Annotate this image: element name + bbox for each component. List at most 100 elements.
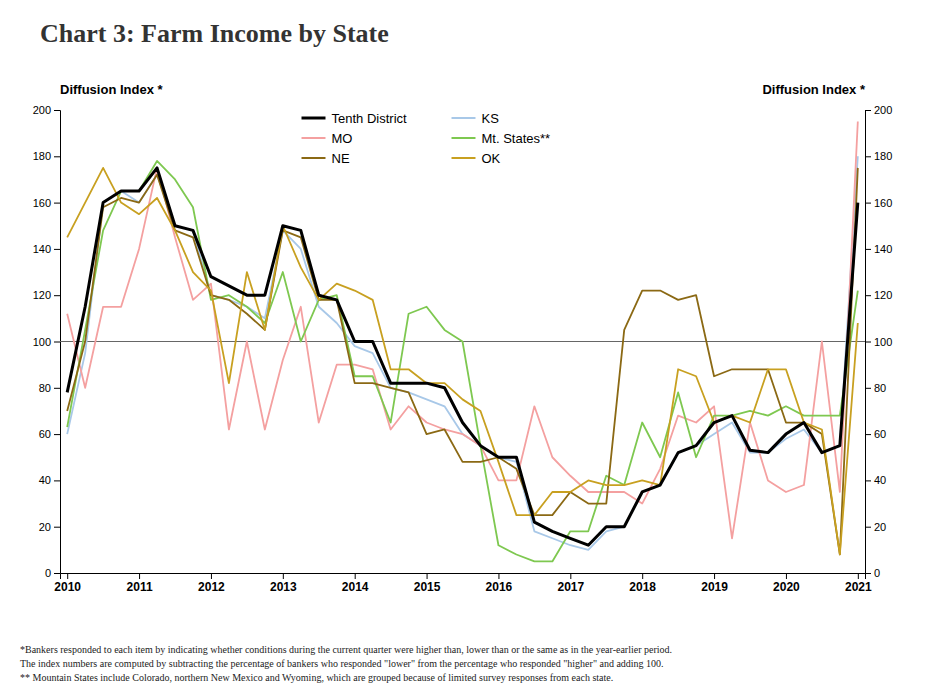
legend-label: MO <box>332 131 353 146</box>
x-axis-tick: 2014 <box>342 573 369 594</box>
x-axis-tick-label: 2010 <box>54 580 81 594</box>
y2-axis-tick-mark <box>865 249 871 250</box>
y-axis-tick-label: 40 <box>39 474 51 486</box>
footnote: ** Mountain States include Colorado, nor… <box>20 672 613 683</box>
y2-axis-tick-label: 60 <box>874 428 886 440</box>
y2-axis-tick-label: 80 <box>874 382 886 394</box>
y2-axis-tick: 60 <box>865 428 886 440</box>
y2-axis-tick: 160 <box>865 197 892 209</box>
y2-axis-tick-label: 140 <box>874 243 892 255</box>
footnote: The index numbers are computed by subtra… <box>20 658 664 669</box>
y2-axis-tick-mark <box>865 295 871 296</box>
legend-item: MO <box>302 131 353 146</box>
y-axis: 0 20 40 60 80 100 120 140 160 180 200 <box>33 104 61 579</box>
y-axis-label: Diffusion Index * <box>60 82 164 97</box>
y2-axis-tick-mark <box>865 203 871 204</box>
y-axis-tick-label: 160 <box>33 197 51 209</box>
x-axis-tick: 2011 <box>127 573 153 594</box>
legend-label: NE <box>332 151 350 166</box>
y2-axis-tick: 20 <box>865 521 886 533</box>
x-axis-tick-mark <box>714 573 715 579</box>
y-axis-tick-mark <box>54 388 60 389</box>
y2-axis-tick-label: 0 <box>874 567 880 579</box>
x-axis-tick-label: 2011 <box>127 580 153 594</box>
x-axis-tick-mark <box>498 573 499 579</box>
legend-item: Tenth District <box>302 111 408 126</box>
series-line <box>67 168 858 555</box>
y-axis-tick: 140 <box>33 243 60 255</box>
y-axis-tick-label: 100 <box>33 336 51 348</box>
y-axis-tick-mark <box>54 527 60 528</box>
y2-axis-tick: 200 <box>865 104 892 116</box>
y-axis-tick-label: 180 <box>33 150 51 162</box>
legend-swatch <box>452 137 476 139</box>
x-axis-line <box>61 574 866 580</box>
x-axis-tick-label: 2017 <box>557 580 584 594</box>
y-axis-tick-mark <box>54 203 60 204</box>
y-axis-tick: 60 <box>39 428 60 440</box>
y-axis-tick-label: 0 <box>45 567 51 579</box>
y2-axis-tick-mark <box>865 110 871 111</box>
x-axis-tick-label: 2013 <box>270 580 297 594</box>
y2-axis-tick-mark <box>865 434 871 435</box>
y-axis-tick: 20 <box>39 521 60 533</box>
y-axis-tick-label: 120 <box>33 289 51 301</box>
legend-item: KS <box>452 111 500 126</box>
legend-swatch <box>452 117 476 119</box>
x-axis-tick-mark <box>211 573 212 579</box>
y-axis-tick: 0 <box>45 567 60 579</box>
y2-axis-tick-mark <box>865 527 871 528</box>
y-axis-tick: 80 <box>39 382 60 394</box>
x-axis-tick-label: 2012 <box>198 580 225 594</box>
y2-axis-tick-mark <box>865 480 871 481</box>
legend-item: Mt. States** <box>452 131 551 146</box>
y2-axis-tick-mark <box>865 388 871 389</box>
legend-label: OK <box>482 151 501 166</box>
title: Chart 3: Farm Income by State <box>40 19 389 48</box>
chart: Chart 3: Farm Income by State Diffusion I… <box>0 0 925 693</box>
y-axis-tick-label: 60 <box>39 428 51 440</box>
y2-axis-tick: 0 <box>865 567 880 579</box>
series-line <box>67 122 858 539</box>
legend-item: OK <box>452 151 501 166</box>
y2-axis-tick-label: 100 <box>874 336 892 348</box>
x-axis-tick: 2013 <box>270 573 297 594</box>
footnote: *Bankers responded to each item by indic… <box>20 644 672 655</box>
legend-swatch <box>302 157 326 159</box>
x-axis-tick-mark <box>67 573 68 579</box>
legend-swatch <box>302 137 326 139</box>
x-axis-tick-mark <box>786 573 787 579</box>
y-axis-tick-label: 20 <box>39 521 51 533</box>
y-axis-tick-mark <box>54 342 60 343</box>
y2-axis-label: Diffusion Index * <box>762 82 866 97</box>
y2-axis-tick-mark <box>865 156 871 157</box>
y2-axis-tick: 180 <box>865 150 892 162</box>
x-axis-tick-mark <box>570 573 571 579</box>
y-axis-tick-label: 200 <box>33 104 51 116</box>
x-axis-tick: 2019 <box>701 573 728 594</box>
y-axis-tick: 100 <box>33 336 60 348</box>
y-axis-tick-mark <box>54 434 60 435</box>
x-axis-tick: 2017 <box>557 573 584 594</box>
y2-axis-tick-label: 40 <box>874 474 886 486</box>
series-line <box>67 168 858 545</box>
y2-axis-tick-label: 180 <box>874 150 892 162</box>
y2-axis-tick: 40 <box>865 474 886 486</box>
x-axis-tick-label: 2014 <box>342 580 369 594</box>
legend-swatch <box>452 157 476 159</box>
y-axis-tick: 180 <box>33 150 60 162</box>
y-axis-tick-label: 80 <box>39 382 51 394</box>
x-axis-tick-mark <box>642 573 643 579</box>
x-axis-tick-label: 2016 <box>486 580 513 594</box>
y-axis-tick-mark <box>54 249 60 250</box>
x-axis-tick-label: 2018 <box>629 580 656 594</box>
x-axis-tick-mark <box>427 573 428 579</box>
x-axis-tick: 2018 <box>629 573 656 594</box>
y-axis-tick-mark <box>54 156 60 157</box>
x-axis-tick-mark <box>355 573 356 579</box>
x-axis-tick-label: 2020 <box>773 580 800 594</box>
y-axis-tick-mark <box>54 480 60 481</box>
y2-axis-tick: 140 <box>865 243 892 255</box>
x-axis-tick-mark <box>283 573 284 579</box>
y-axis-tick-mark <box>54 110 60 111</box>
